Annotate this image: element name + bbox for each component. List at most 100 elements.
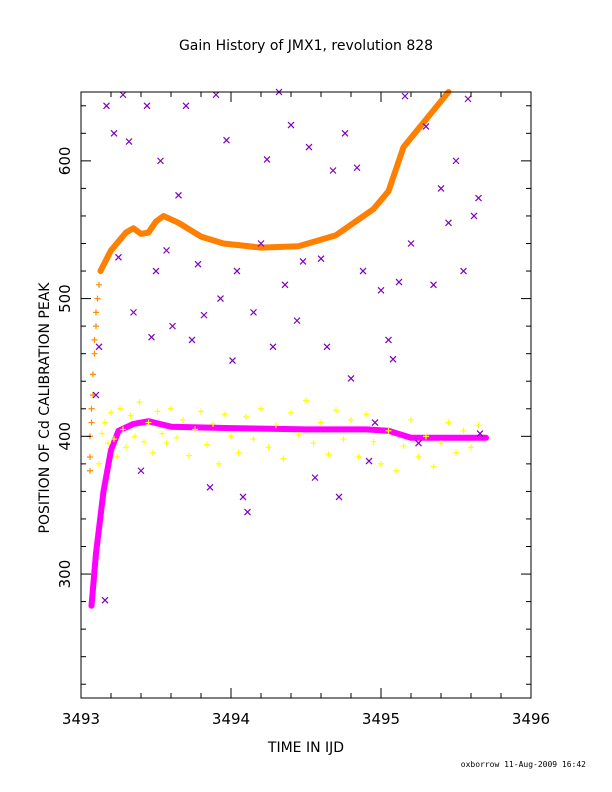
series-0-point-4	[88, 419, 95, 426]
series-3-point-26	[233, 267, 241, 275]
series-3-point-31	[263, 156, 271, 163]
series-3-point-20	[200, 311, 208, 319]
series-3-point-2	[101, 596, 109, 604]
series-4-point-44	[340, 436, 347, 443]
series-3-point-48	[365, 457, 373, 465]
plot-frame	[80, 91, 532, 699]
series-3-point-0	[92, 391, 100, 399]
series-3-point-44	[341, 129, 349, 137]
series-3-point-30	[257, 240, 265, 247]
series-3-point-1	[95, 343, 103, 351]
series-3-point-4	[110, 129, 118, 137]
series-4-point-24	[198, 408, 204, 415]
series-3-point-42	[329, 167, 337, 174]
series-4-point-57	[438, 440, 444, 447]
series-3-point-52	[389, 355, 397, 363]
series-4-point-15	[150, 449, 156, 456]
series-3-point-56	[415, 439, 422, 447]
series-3-point-51	[385, 336, 392, 344]
series-0-point-7	[91, 350, 98, 357]
series-4-point-0	[96, 460, 102, 467]
x-tick-label: 3495	[362, 710, 400, 728]
series-4-point-13	[141, 438, 147, 445]
series-3-point-8	[130, 308, 137, 316]
series-4-point-27	[216, 460, 222, 467]
series-4-point-18	[163, 440, 170, 447]
series-3-point-9	[137, 467, 145, 475]
series-4-point-14	[145, 419, 152, 426]
series-0-point-9	[93, 323, 99, 330]
series-1-line	[97, 89, 452, 274]
series-4-point-22	[186, 452, 192, 459]
series-4-point-1	[99, 430, 105, 437]
series-4-point-17	[159, 430, 165, 437]
series-4-point-41	[318, 419, 324, 426]
series-4-point-23	[192, 426, 198, 433]
series-4-point-11	[132, 433, 138, 440]
series-4-point-49	[378, 460, 384, 467]
series-4-point-43	[333, 407, 339, 414]
series-4-point-30	[235, 449, 242, 456]
x-tick-label: 3496	[512, 710, 550, 728]
series-3-point-28	[244, 508, 251, 516]
series-4-point-16	[154, 408, 161, 415]
series-3-point-25	[229, 357, 236, 364]
series-3-point-10	[143, 102, 151, 110]
series-4-point-7	[117, 405, 123, 412]
series-4-point-8	[120, 426, 126, 433]
series-4-point-47	[363, 411, 369, 418]
series-4-point-2	[102, 419, 108, 426]
series-3-point-58	[430, 281, 437, 289]
series-3-point-65	[475, 194, 482, 202]
series-3-point-11	[148, 333, 155, 341]
series-3-point-59	[437, 184, 445, 192]
series-3-point-18	[188, 336, 196, 344]
series-3-point-50	[377, 286, 385, 294]
series-4-point-60	[460, 427, 467, 434]
series-3-point-37	[299, 257, 307, 265]
series-3-point-23	[217, 295, 224, 303]
series-4-point-55	[423, 433, 429, 440]
series-4-point-32	[250, 436, 257, 443]
series-4-point-20	[174, 434, 180, 441]
series-3-point-22	[212, 91, 220, 99]
series-3-point-15	[169, 322, 176, 330]
x-axis-label: TIME IN IJD	[267, 740, 345, 756]
x-tick-label: 3493	[62, 710, 100, 728]
series-3-point-21	[206, 483, 214, 491]
series-3-point-53	[395, 278, 403, 286]
series-4-point-26	[210, 420, 216, 427]
series-4-point-25	[204, 441, 210, 448]
ticks-layer: 3493 3494 3495 3496 300 400 500 600	[56, 92, 550, 728]
y-tick-label: 400	[56, 422, 74, 451]
series-2-line	[88, 418, 489, 609]
series-4-point-36	[280, 455, 287, 462]
series-4-point-19	[168, 405, 174, 412]
series-0-point-8	[91, 336, 98, 343]
series-3-point-40	[317, 255, 325, 263]
series-3-point-32	[269, 343, 277, 351]
series-3-point-14	[163, 246, 170, 254]
series-4-point-59	[453, 449, 459, 456]
series-3-point-13	[157, 157, 164, 165]
series-4-point-9	[123, 444, 129, 451]
series-4-point-21	[180, 416, 186, 423]
y-axis-label: POSITION OF Cd CALIBRATION PEAK	[37, 282, 53, 534]
series-3-point-5	[115, 253, 122, 261]
series-3-point-61	[452, 157, 460, 165]
series-0-point-3	[88, 405, 95, 412]
series-3-point-62	[460, 267, 467, 275]
series-4-point-51	[393, 467, 399, 474]
series-4-point-35	[273, 422, 279, 429]
series-4-point-37	[288, 409, 294, 416]
series-4-point-6	[114, 453, 120, 460]
series-3-point-12	[152, 267, 160, 275]
series-4-point-62	[475, 422, 482, 429]
series-4-point-28	[222, 411, 228, 418]
series-3-point-63	[464, 95, 472, 103]
series-3-point-27	[239, 493, 247, 501]
series-3-point-17	[182, 102, 190, 110]
series-4-point-38	[295, 431, 302, 438]
series-4-point-40	[310, 440, 317, 447]
